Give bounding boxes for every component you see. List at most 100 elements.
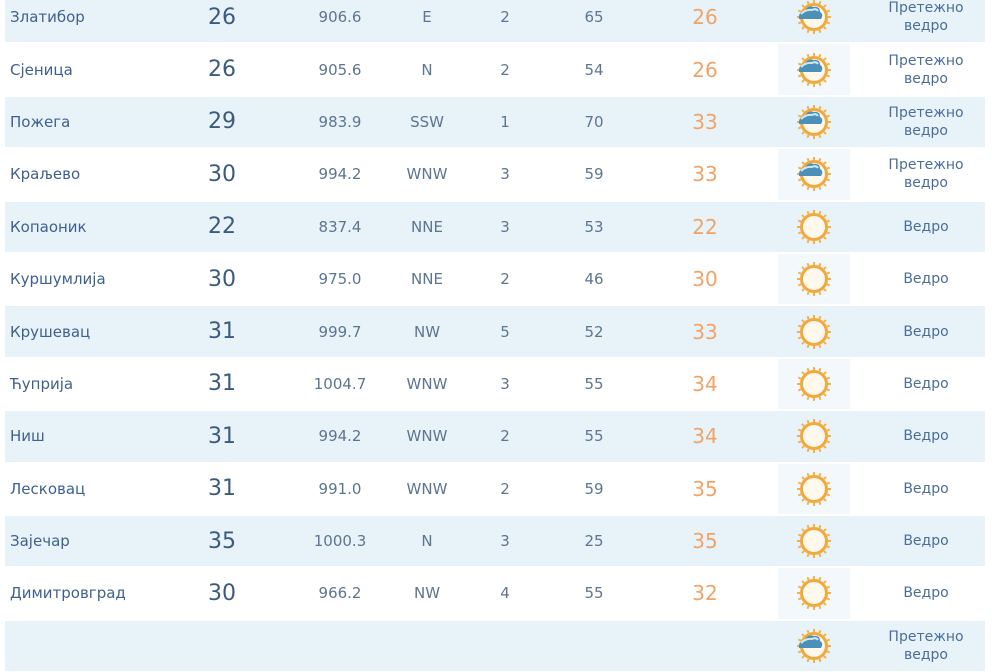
station-name: Копаоник <box>10 217 87 236</box>
table-row: Копаоник 22 837.4 NNE 3 53 22 Ведро <box>5 201 985 253</box>
temperature: 22 <box>208 214 236 240</box>
weather-description: Ведро <box>903 218 949 235</box>
station-name: Димитровград <box>10 584 126 603</box>
table-row: Ниш 31 994.2 WNW 2 55 34 Ведро <box>5 410 985 462</box>
wind-direction: WNW <box>406 374 448 393</box>
humidity: 65 <box>584 8 604 27</box>
table-row: Лесковац 31 991.0 WNW 2 59 35 Ведро <box>5 463 985 515</box>
weather-description: Претежно ведро <box>888 157 964 192</box>
weather-description: Претежно ведро <box>888 628 964 663</box>
wind-direction: NW <box>413 322 441 341</box>
wind-speed: 3 <box>500 165 510 184</box>
temperature: 26 <box>208 4 236 30</box>
pressure: 999.7 <box>318 322 362 341</box>
station-name: Сјеница <box>10 60 73 79</box>
wind-speed: 3 <box>500 374 510 393</box>
wind-speed: 4 <box>500 584 510 603</box>
temperature: 26 <box>208 57 236 83</box>
wind-speed: 5 <box>500 322 510 341</box>
humidity: 25 <box>584 532 604 551</box>
humidity: 53 <box>584 217 604 236</box>
feels-like-temperature: 35 <box>692 476 718 501</box>
weather-table: Златибор 26 906.6 E 2 65 26 Претежно ведро Сјени… <box>5 0 985 672</box>
humidity: 55 <box>584 374 604 393</box>
weather-description: Претежно ведро <box>888 104 964 139</box>
temperature: 30 <box>208 161 236 187</box>
temperature: 31 <box>208 476 236 502</box>
table-row: Крушевац 31 999.7 NW 5 52 33 Ведро <box>5 305 985 357</box>
pressure: 991.0 <box>318 479 362 498</box>
weather-description: Претежно ведро <box>888 0 964 35</box>
sun-icon <box>778 306 850 356</box>
partly-cloudy-icon <box>778 149 850 200</box>
feels-like-temperature: 35 <box>692 529 718 554</box>
feels-like-temperature: 30 <box>692 267 718 292</box>
station-name: Лесковац <box>10 479 86 498</box>
wind-speed: 2 <box>500 8 510 27</box>
feels-like-temperature: 34 <box>692 371 718 396</box>
sun-icon <box>778 358 850 410</box>
sun-icon <box>778 202 850 252</box>
station-name: Ниш <box>10 427 45 446</box>
wind-direction: NNE <box>411 217 443 236</box>
wind-speed: 3 <box>500 217 510 236</box>
temperature: 30 <box>208 266 236 292</box>
wind-direction: NW <box>413 584 441 603</box>
temperature: 30 <box>208 580 236 606</box>
feels-like-temperature: 33 <box>692 162 718 187</box>
partly-cloudy-icon <box>778 621 850 671</box>
weather-description: Ведро <box>903 480 949 497</box>
table-row: Ћуприја 31 1004.7 WNW 3 55 34 Ведро <box>5 358 985 410</box>
humidity: 55 <box>584 427 604 446</box>
table-row: Димитровград 30 966.2 NW 4 55 32 Ведро <box>5 567 985 619</box>
weather-description: Ведро <box>903 323 949 340</box>
pressure: 905.6 <box>318 60 362 79</box>
humidity: 55 <box>584 584 604 603</box>
feels-like-temperature: 26 <box>692 5 718 30</box>
temperature: 29 <box>208 109 236 135</box>
sun-icon <box>778 253 850 305</box>
feels-like-temperature: 22 <box>692 214 718 239</box>
table-row: Зајечар 35 1000.3 N 3 25 35 Ведро <box>5 515 985 567</box>
weather-description: Ведро <box>903 428 949 445</box>
pressure: 837.4 <box>318 217 362 236</box>
station-name: Краљево <box>10 165 81 184</box>
partly-cloudy-icon <box>778 44 850 95</box>
temperature: 31 <box>208 423 236 449</box>
weather-description: Претежно ведро <box>888 52 964 87</box>
wind-speed: 3 <box>500 532 510 551</box>
sun-icon <box>778 411 850 461</box>
wind-speed: 2 <box>500 427 510 446</box>
table-row: Претежно ведро <box>5 620 985 672</box>
weather-description: Ведро <box>903 533 949 550</box>
humidity: 46 <box>584 270 604 289</box>
wind-direction: NNE <box>411 270 443 289</box>
sun-icon <box>778 568 850 619</box>
humidity: 52 <box>584 322 604 341</box>
humidity: 54 <box>584 60 604 79</box>
wind-direction: WNW <box>406 427 448 446</box>
sun-icon <box>778 463 850 514</box>
pressure: 994.2 <box>318 165 362 184</box>
pressure: 1000.3 <box>313 532 367 551</box>
station-name: Златибор <box>10 8 85 27</box>
pressure: 994.2 <box>318 427 362 446</box>
feels-like-temperature: 32 <box>692 581 718 606</box>
feels-like-temperature: 34 <box>692 424 718 449</box>
temperature: 31 <box>208 371 236 397</box>
weather-description: Ведро <box>903 585 949 602</box>
weather-description: Ведро <box>903 271 949 288</box>
wind-speed: 2 <box>500 60 510 79</box>
pressure: 983.9 <box>318 112 362 131</box>
weather-description: Ведро <box>903 375 949 392</box>
temperature: 35 <box>208 528 236 554</box>
wind-speed: 2 <box>500 479 510 498</box>
table-row: Сјеница 26 905.6 N 2 54 26 Претежно ведро <box>5 43 985 95</box>
partly-cloudy-icon <box>778 97 850 147</box>
wind-direction: E <box>422 8 432 27</box>
wind-direction: SSW <box>410 112 444 131</box>
station-name: Зајечар <box>10 532 70 551</box>
pressure: 1004.7 <box>313 374 367 393</box>
wind-direction: WNW <box>406 479 448 498</box>
table-row: Краљево 30 994.2 WNW 3 59 33 Претежно ведро <box>5 148 985 200</box>
